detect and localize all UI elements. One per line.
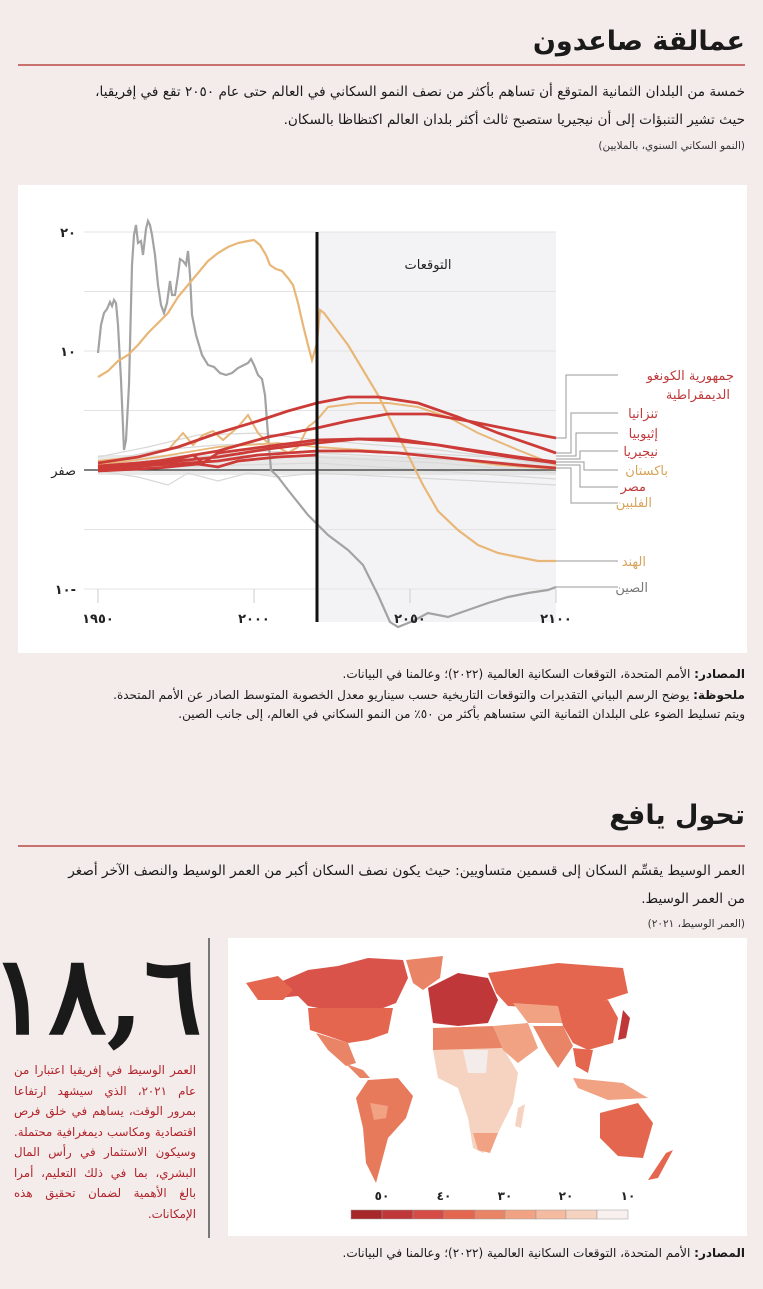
map-unit-label: (العمر الوسيط، ٢٠٢١) [647,918,745,930]
label-india: الهند [622,555,646,570]
label-leader-lines [556,374,618,588]
lead-line-2: حيث تشير التنبؤات إلى أن نيجيريا ستصبح ث… [283,112,745,128]
region-new-zealand [648,1150,673,1180]
label-drc-1: جمهورية الكونغو [646,369,734,384]
label-egypt: مصر [620,480,646,495]
region-sub-saharan-africa [433,1048,518,1153]
section2-lead: العمر الوسيط يقسِّم السكان إلى قسمين متس… [18,857,745,913]
africa-median-age-text: العمر الوسيط في إفريقيا اعتبارا من عام ٢… [14,1063,197,1221]
india-line [97,238,556,563]
chart-unit-label: (النمو السكاني السنوي، بالملايين) [598,140,745,152]
sources-line: المصادر: الأمم المتحدة، التوقعات السكاني… [342,667,745,681]
region-se-asia [573,1048,593,1073]
region-south-africa [473,1133,498,1153]
legend-tick-40: ٤٠ [437,1189,452,1203]
section1-title: عمالقة صاعدون [532,26,745,57]
projection-area [317,232,556,622]
x-tick-1950: ١٩٥٠ [82,612,114,627]
projection-label: التوقعات [405,258,452,273]
region-madagascar [515,1104,525,1128]
region-alaska [246,976,293,1000]
region-mexico [316,1033,356,1066]
legend-tick-20: ٢٠ [559,1189,574,1203]
color-legend [350,1209,629,1220]
x-tick-2050: ٢٠٥٠ [394,612,426,627]
legend-tick-50: ٥٠ [375,1189,390,1203]
region-china [558,1000,618,1050]
growth-line-chart: التوقعات ٢٠ ١٠ صفر ١٠- ١٩٥٠ ٢٠٠٠ ٢٠٥٠ ٢١… [50,217,734,629]
ethiopia-line [97,437,557,468]
growth-chart-panel: التوقعات ٢٠ ١٠ صفر ١٠- ١٩٥٠ ٢٠٠٠ ٢٠٥٠ ٢١… [18,185,747,653]
label-drc-2: الديمقراطية [666,388,730,403]
drc-line [97,412,557,469]
label-pakistan: باكستان [625,464,668,479]
region-north-africa [433,1026,503,1053]
region-europe [428,973,498,1026]
label-china: الصين [615,581,648,596]
title-rule [18,64,745,66]
label-tanzania: تنزانيا [628,407,658,422]
china-line [96,217,557,629]
label-ethiopia: إثيوبيا [629,427,658,442]
section1-notes: المصادر: الأمم المتحدة، التوقعات السكاني… [18,665,745,724]
region-central-am [346,1064,370,1078]
section1-lead: خمسة من البلدان الثمانية المتوقع أن تساه… [18,78,745,134]
divider-line [208,938,210,1238]
y-tick-0: صفر [50,464,76,479]
y-tick-10: ١٠ [60,345,76,360]
section2-sources: المصادر: الأمم المتحدة، التوقعات السكاني… [342,1246,745,1260]
region-japan [618,1010,630,1040]
region-indonesia [573,1078,648,1100]
note-line-2: ويتم تسليط الضوء على البلدان الثمانية ال… [178,707,745,721]
region-central-asia [513,1003,563,1023]
region-australia [600,1103,653,1158]
region-south-asia [533,1026,573,1068]
y-tick-20: ٢٠ [60,226,76,241]
world-map-panel: ٥٠ ٤٠ ٣٠ ٢٠ ١٠ [228,938,747,1236]
lead-line-1: خمسة من البلدان الثمانية المتوقع أن تساه… [95,84,745,100]
note-line: ملحوظة: يوضح الرسم البياني التقديرات وال… [113,688,745,702]
y-tick-minus10: ١٠- [55,583,76,598]
big-number: ١٨,٦ [0,933,206,1059]
legend-tick-30: ٣٠ [498,1189,513,1203]
egypt-line [97,449,557,471]
label-nigeria: نيجيريا [623,445,658,460]
median-age-map: ٥٠ ٤٠ ٣٠ ٢٠ ١٠ [246,956,673,1220]
lead2-line-2: من العمر الوسيط. [641,891,745,907]
region-sahel [463,1050,488,1073]
region-south-america [356,1078,413,1183]
region-bolivia [370,1103,388,1120]
region-middle-east [493,1023,538,1063]
region-russia [488,963,628,1008]
title-rule-2 [18,845,745,847]
region-greenland [406,956,443,990]
label-philippines: الفلبين [616,496,652,511]
lead2-line-1: العمر الوسيط يقسِّم السكان إلى قسمين متس… [68,863,745,879]
x-tick-2100: ٢١٠٠ [540,612,572,627]
section2-title: تحول يافع [609,800,745,831]
legend-tick-10: ١٠ [621,1189,636,1203]
region-canada [278,958,408,1010]
x-tick-2000: ٢٠٠٠ [238,612,270,627]
region-usa [308,1008,393,1043]
